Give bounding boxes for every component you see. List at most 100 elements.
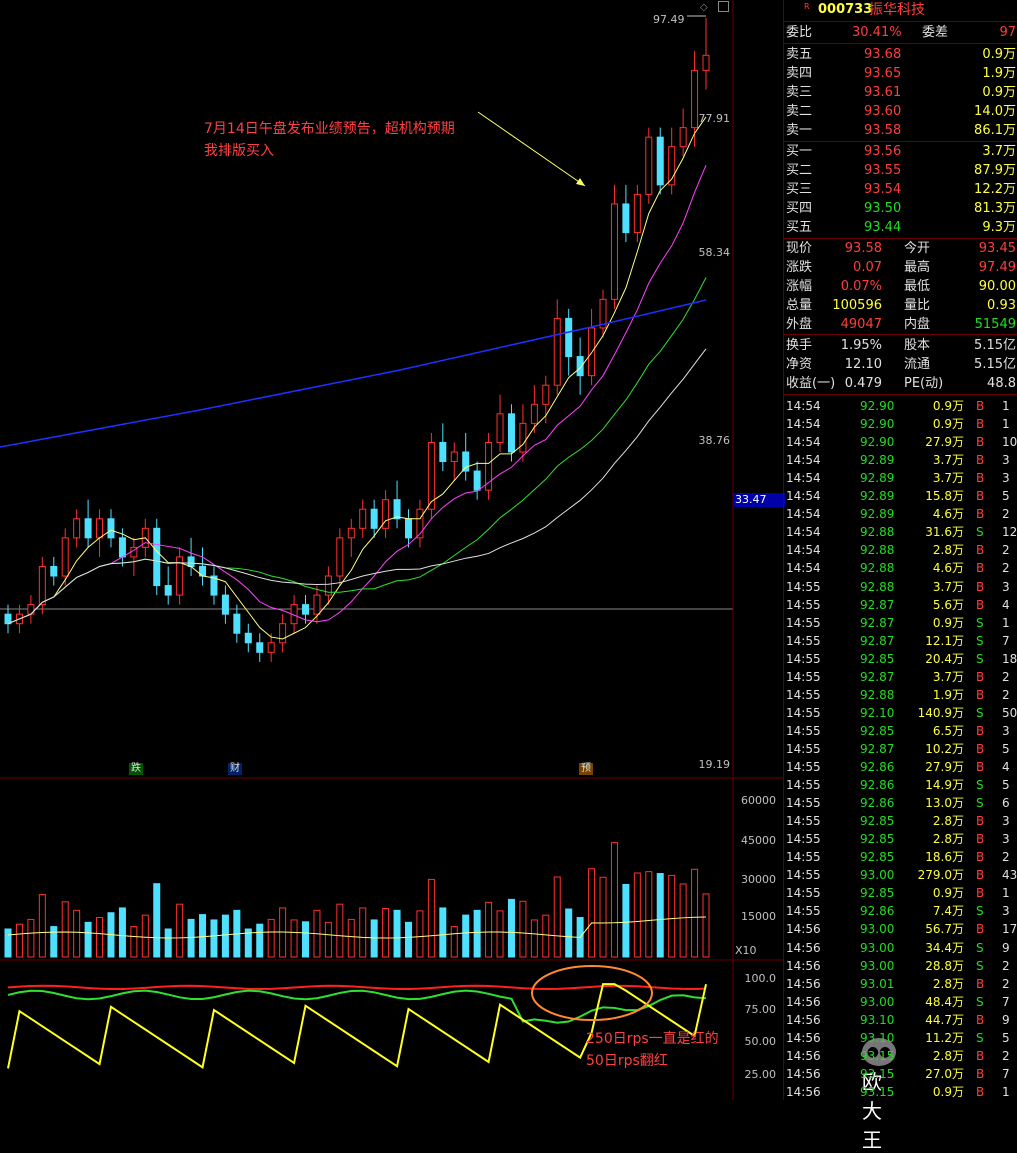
volume-bar bbox=[359, 907, 367, 958]
tick-time: 14:56 bbox=[786, 958, 821, 973]
event-tag-forecast[interactable]: 预 bbox=[579, 763, 593, 775]
tick-volume: 2.8万 bbox=[932, 814, 964, 829]
tick-row: 14:55 92.88 3.7万 B 3 bbox=[784, 578, 1017, 596]
tick-time: 14:55 bbox=[786, 687, 821, 702]
tick-time: 14:55 bbox=[786, 741, 821, 756]
bid-row: 买三 93.54 12.2万 bbox=[784, 181, 1017, 199]
stat-label: 涨幅 bbox=[786, 279, 813, 294]
tick-price: 93.10 bbox=[860, 1030, 895, 1045]
tick-row: 14:55 92.88 1.9万 B 2 bbox=[784, 686, 1017, 704]
tick-time: 14:55 bbox=[786, 723, 821, 738]
volume-bar bbox=[679, 883, 687, 958]
candle-body bbox=[336, 537, 344, 577]
tick-time: 14:54 bbox=[786, 399, 821, 413]
stat-label: 最低 bbox=[904, 279, 931, 294]
tick-price: 93.15 bbox=[860, 1084, 895, 1099]
bid-price: 93.55 bbox=[864, 163, 902, 178]
divider bbox=[784, 43, 1017, 44]
tick-side: B bbox=[976, 507, 985, 522]
bid-row: 买二 93.55 87.9万 bbox=[784, 162, 1017, 180]
chart-area[interactable]: 77.91 58.34 38.76 19.19 33.47 97.49 ◇ 60… bbox=[0, 0, 896, 1152]
tick-time: 14:55 bbox=[786, 705, 821, 720]
tick-price: 92.88 bbox=[860, 687, 895, 702]
stat-label: 外盘 bbox=[786, 317, 813, 332]
tick-volume: 2.8万 bbox=[932, 543, 964, 558]
candle-body bbox=[473, 470, 481, 491]
candle-body bbox=[553, 317, 561, 386]
tick-price: 92.89 bbox=[860, 489, 895, 504]
order-ratio-label: 委比 bbox=[786, 25, 813, 40]
candle-body bbox=[164, 585, 172, 596]
tick-time: 14:56 bbox=[786, 940, 821, 955]
divider bbox=[784, 141, 1017, 142]
tick-count: 2 bbox=[1002, 669, 1010, 684]
tick-time: 14:55 bbox=[786, 760, 821, 774]
tick-price: 93.00 bbox=[860, 994, 895, 1009]
tick-row: 14:54 92.89 15.8万 B 5 bbox=[784, 487, 1017, 505]
tick-price: 93.00 bbox=[860, 922, 895, 937]
tick-price: 92.85 bbox=[860, 814, 895, 829]
tick-count: 5 bbox=[1002, 1030, 1010, 1045]
tick-count: 1 bbox=[1002, 615, 1010, 630]
tick-time: 14:56 bbox=[786, 994, 821, 1009]
stat-value: 0.93 bbox=[987, 298, 1016, 313]
panel-toggle-icon[interactable] bbox=[718, 1, 729, 12]
chart-canvas[interactable] bbox=[0, 0, 783, 1100]
tick-volume: 27.9万 bbox=[925, 760, 964, 774]
tick-time: 14:54 bbox=[786, 561, 821, 576]
tick-row: 14:56 93.00 28.8万 S 2 bbox=[784, 957, 1017, 975]
tick-side: B bbox=[976, 976, 985, 991]
tick-count: 3 bbox=[1002, 723, 1010, 738]
candle-body bbox=[588, 327, 596, 377]
tick-row: 14:56 93.10 44.7万 B 9 bbox=[784, 1011, 1017, 1029]
tick-price: 92.89 bbox=[860, 471, 895, 486]
volume-unit-label: X10 bbox=[735, 944, 757, 957]
fin-row: 净资 12.10 流通 5.15亿 bbox=[784, 356, 1017, 374]
event-tag-drop[interactable]: 跌 bbox=[129, 763, 143, 775]
candle-body bbox=[38, 565, 46, 606]
volume-bar bbox=[38, 894, 46, 958]
rps-axis-label: 75.00 bbox=[744, 1003, 777, 1016]
bid-volume: 3.7万 bbox=[982, 144, 1016, 159]
ask-price: 93.60 bbox=[864, 104, 902, 119]
divider bbox=[784, 21, 1017, 22]
tick-price: 92.86 bbox=[860, 796, 895, 811]
candle-body bbox=[439, 441, 447, 463]
tick-side: B bbox=[976, 814, 985, 829]
volume-bar bbox=[61, 901, 69, 958]
event-tag-finance[interactable]: 财 bbox=[228, 763, 242, 775]
tick-count: 5 bbox=[1002, 741, 1010, 756]
candle-body bbox=[462, 451, 470, 472]
tick-row: 14:54 92.88 31.6万 S 12 bbox=[784, 523, 1017, 541]
tick-count: 5 bbox=[1002, 489, 1010, 504]
candle-body bbox=[107, 518, 115, 539]
tick-side: S bbox=[976, 525, 984, 540]
bid-price: 93.50 bbox=[864, 201, 902, 216]
tick-row: 14:55 92.86 27.9万 B 4 bbox=[784, 758, 1017, 776]
tick-side: B bbox=[976, 868, 985, 883]
volume-bar bbox=[427, 878, 435, 958]
tick-volume: 56.7万 bbox=[925, 922, 964, 937]
diamond-icon[interactable]: ◇ bbox=[700, 2, 708, 13]
tick-count: 7 bbox=[1002, 1066, 1010, 1081]
tick-count: 1 bbox=[1002, 1084, 1010, 1099]
tick-row: 14:55 92.85 18.6万 B 2 bbox=[784, 848, 1017, 866]
tick-volume: 28.8万 bbox=[925, 958, 964, 973]
candle-body bbox=[313, 594, 321, 615]
bid-price: 93.44 bbox=[864, 220, 902, 235]
fin-label: 收益(一) bbox=[786, 376, 836, 391]
tick-side: B bbox=[976, 760, 985, 774]
tick-volume: 34.4万 bbox=[925, 940, 964, 955]
candle-body bbox=[427, 441, 435, 510]
tick-volume: 3.7万 bbox=[932, 471, 964, 486]
tick-volume: 18.6万 bbox=[925, 850, 964, 865]
tick-side: B bbox=[976, 832, 985, 847]
candle-body bbox=[404, 518, 412, 539]
volume-bar bbox=[485, 901, 493, 958]
stock-tag: R bbox=[804, 2, 810, 11]
rps50-line bbox=[7, 989, 707, 1024]
tick-price: 92.85 bbox=[860, 651, 895, 666]
tick-price: 93.15 bbox=[860, 1048, 895, 1063]
ask-volume: 1.9万 bbox=[982, 66, 1016, 81]
candle-body bbox=[96, 518, 104, 539]
